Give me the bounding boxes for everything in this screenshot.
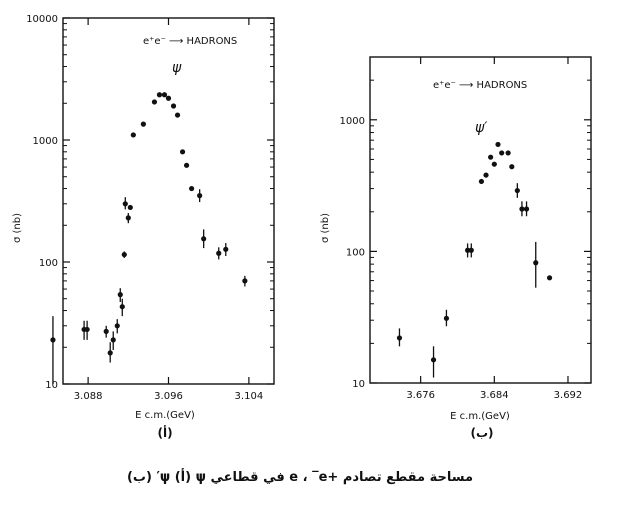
- panel-a-data-point: [161, 92, 168, 98]
- panel-a-data-point: [242, 278, 248, 284]
- panel-a-data-point: [174, 112, 181, 118]
- panel-a-xlabel: E c.m.(GeV): [135, 410, 195, 421]
- panel-b-xtick-label: 3.684: [480, 390, 509, 401]
- panel-b-label: (ب): [470, 426, 493, 440]
- panel-b-data-point: [523, 206, 530, 212]
- panel-a-frame: [62, 17, 275, 385]
- panel-b-xtick-label: 3.692: [554, 390, 583, 401]
- panel-a-reaction-label: e⁺e⁻ ⟶ HADRONS: [143, 36, 237, 47]
- panel-a-ytick-label: 10000: [26, 14, 58, 25]
- panel-b-data-point: [396, 335, 403, 341]
- panel-b-data-point: [533, 260, 539, 266]
- panel-a-data-point: [197, 193, 203, 199]
- panel-a-ytick-label: 1000: [33, 136, 58, 147]
- panel-a-data-point: [107, 350, 113, 356]
- panel-a-data-point: [117, 292, 123, 298]
- panel-a-data-point: [103, 328, 109, 334]
- panel-b-data-point: [443, 315, 450, 321]
- panel-b-ytick-label: 1000: [340, 116, 365, 127]
- panel-a-data-point: [122, 201, 128, 207]
- panel-a-data-point: [151, 99, 158, 105]
- panel-b-data-point: [488, 154, 494, 160]
- panel-b-xtick-label: 3.676: [406, 390, 435, 401]
- panel-a-data-point: [84, 326, 90, 333]
- panel-b-ytick-label: 10: [352, 379, 365, 390]
- panel-a-xtick-label: 3.096: [154, 391, 183, 402]
- panel-b-reaction-label: e⁺e⁻ ⟶ HADRONS: [433, 80, 527, 91]
- panel-a-data-point: [121, 251, 127, 258]
- panel-a-data-point: [216, 250, 222, 256]
- panel-b-data-point: [514, 187, 520, 194]
- panel-b-data-point: [546, 275, 553, 281]
- panel-b-data-point: [509, 164, 515, 170]
- panel-a-data-point: [125, 215, 131, 221]
- panel-a-xtick-label: 3.088: [74, 391, 103, 402]
- panel-b-peak-label: ψ′: [475, 120, 488, 136]
- panel-b-data-point: [519, 206, 525, 212]
- panel-a-data-point: [156, 92, 163, 98]
- figure-caption: مساحة مقطع تصادم +e ، ‾e في قطاعي ψ (أ) …: [126, 470, 474, 485]
- panel-a-ylabel: σ (nb): [12, 213, 23, 243]
- panel-a-ytick-label: 100: [39, 258, 58, 269]
- panel-a-data-point: [165, 95, 172, 101]
- panel-a-label: (أ): [157, 425, 172, 440]
- panel-a-data-point: [223, 246, 229, 252]
- panel-b-data-point: [491, 161, 497, 167]
- panel-a-peak-label: ψ: [172, 60, 182, 76]
- panel-a-xtick-label: 3.104: [235, 391, 264, 402]
- panel-a-data-point: [183, 162, 190, 168]
- panel-a-data-point: [140, 121, 146, 127]
- panel-b-data-point: [495, 141, 501, 148]
- panel-a-data-point: [201, 236, 207, 242]
- panel-a-data-point: [119, 304, 125, 310]
- panel-a-data-point: [179, 149, 186, 155]
- panel-b-ylabel: σ (nb): [320, 213, 331, 243]
- panel-b-psi-prime: e⁺e⁻ ⟶ HADRONS ψ′ σ (nb) E c.m.(GeV) (ب)…: [320, 56, 592, 440]
- panel-a-data-point: [50, 337, 56, 343]
- panel-b-data-point: [483, 172, 489, 178]
- panel-a-data-point: [130, 132, 136, 138]
- panel-b-data-point: [430, 357, 437, 363]
- panel-b-data-point: [499, 150, 505, 156]
- panel-a-ytick-label: 10: [45, 380, 58, 391]
- panel-a-psi: e⁺e⁻ ⟶ HADRONS ψ σ (nb) E c.m.(GeV) (أ) …: [12, 14, 275, 440]
- panel-b-xlabel: E c.m.(GeV): [450, 411, 510, 422]
- panel-a-data-point: [110, 337, 116, 343]
- panel-a-data-point: [189, 185, 195, 192]
- panel-b-data-point: [505, 150, 511, 156]
- panel-b-data-point: [465, 247, 471, 253]
- panel-b-ytick-label: 100: [346, 247, 365, 258]
- panel-a-data-point: [127, 204, 133, 211]
- panel-a-data-point: [170, 103, 177, 109]
- panel-b-data-point: [468, 247, 474, 253]
- panel-b-frame: [369, 56, 592, 384]
- panel-b-data-point: [478, 178, 485, 185]
- panel-a-data-point: [114, 323, 120, 329]
